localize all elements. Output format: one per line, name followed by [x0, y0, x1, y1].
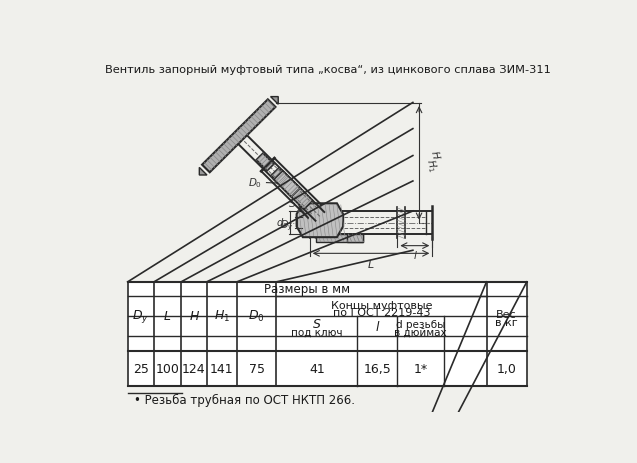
Text: в кг: в кг: [496, 317, 518, 327]
Text: 100: 100: [155, 362, 180, 375]
Polygon shape: [289, 186, 313, 210]
Text: • Резьба трубная по ОСТ НКТП 266.: • Резьба трубная по ОСТ НКТП 266.: [134, 393, 355, 407]
Text: L: L: [164, 310, 171, 323]
Text: $d_s$: $d_s$: [276, 216, 287, 230]
Text: Размеры в мм: Размеры в мм: [264, 282, 350, 295]
Text: 124: 124: [182, 362, 206, 375]
Text: Вентиль запорный муфтовый типа „косва“, из цинкового сплава ЗИМ-311: Вентиль запорный муфтовый типа „косва“, …: [104, 65, 550, 75]
Text: под ключ: под ключ: [291, 327, 343, 337]
Text: Вес: Вес: [496, 309, 517, 319]
Text: l: l: [413, 251, 416, 261]
Text: 16,5: 16,5: [363, 362, 391, 375]
Text: $H_1$: $H_1$: [423, 157, 440, 173]
Polygon shape: [271, 169, 292, 189]
Text: 25: 25: [133, 362, 149, 375]
Text: $D_y$: $D_y$: [280, 218, 294, 232]
Text: L: L: [368, 260, 374, 270]
Text: S: S: [289, 198, 296, 208]
Text: 1,0: 1,0: [497, 362, 517, 375]
Text: $D_y$: $D_y$: [132, 307, 149, 325]
Text: d резьбы: d резьбы: [396, 319, 445, 329]
Bar: [347, 235, 362, 242]
Text: $D_0$: $D_0$: [248, 308, 265, 324]
Bar: [316, 235, 362, 242]
Text: по ГОСТ 2219-43: по ГОСТ 2219-43: [333, 307, 430, 318]
Text: 141: 141: [210, 362, 234, 375]
Polygon shape: [199, 168, 207, 175]
Polygon shape: [202, 100, 275, 173]
Text: H: H: [428, 149, 440, 159]
Text: $D_0$: $D_0$: [248, 176, 262, 190]
Text: 41: 41: [309, 362, 325, 375]
Text: Концы муфтовые: Концы муфтовые: [331, 300, 433, 311]
Text: l: l: [375, 320, 379, 333]
Bar: [127, 282, 527, 386]
Polygon shape: [297, 204, 343, 238]
Text: 75: 75: [248, 362, 265, 375]
Text: 1*: 1*: [413, 362, 427, 375]
Polygon shape: [256, 154, 274, 171]
Text: H: H: [189, 310, 199, 323]
Polygon shape: [274, 171, 300, 197]
Text: $H_1$: $H_1$: [214, 308, 230, 324]
Text: S: S: [313, 318, 320, 331]
Text: в дюймах: в дюймах: [394, 327, 447, 337]
Polygon shape: [271, 97, 278, 105]
